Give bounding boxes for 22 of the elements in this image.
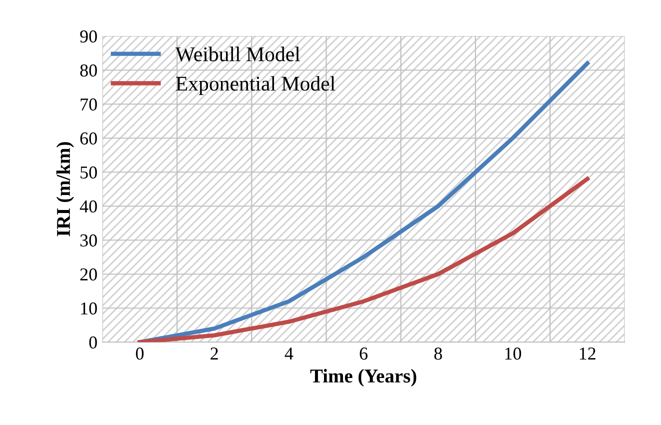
x-tick-label: 10 [505,348,522,360]
y-tick-label: 0 [89,336,97,349]
y-tick-label: 50 [80,166,97,179]
legend-label: Exponential Model [176,76,336,95]
y-tick-label: 40 [80,200,97,213]
y-axis-title: IRI (m/km) [56,142,74,236]
x-tick-label: 12 [580,348,596,360]
y-tick-label: 60 [80,132,97,145]
y-tick-label: 70 [80,98,97,111]
x-tick-label: 8 [434,348,442,360]
legend-label: Weibull Model [175,46,300,62]
y-tick-label: 20 [80,268,97,281]
y-tick-label: 10 [81,302,97,315]
x-tick-label: 4 [284,348,294,360]
x-tick-label: 2 [210,348,218,360]
y-tick-label: 80 [80,64,97,77]
line-series [138,176,590,342]
y-tick-label: 30 [80,234,97,247]
x-tick-label: 6 [360,348,368,360]
x-tick-label: 0 [136,348,144,360]
y-tick-label: 90 [80,30,97,43]
x-axis-title: Time (Years) [310,368,416,387]
